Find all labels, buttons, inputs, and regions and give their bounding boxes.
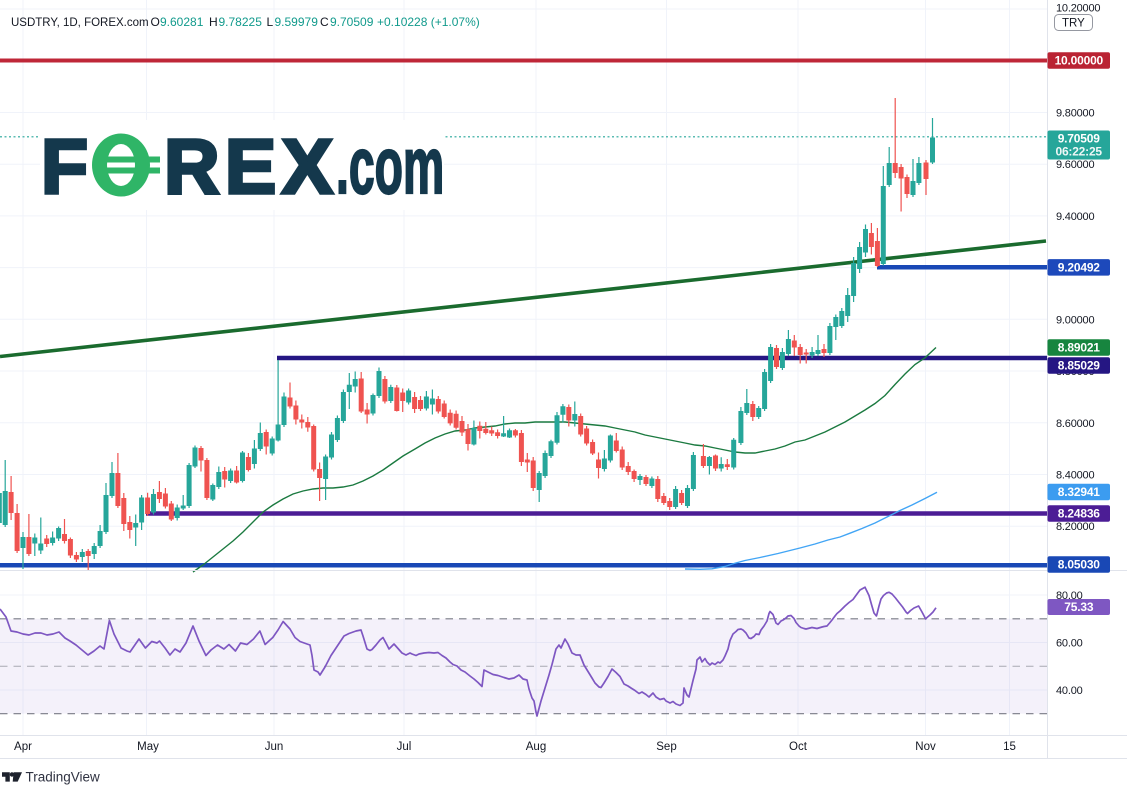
svg-text:Nov: Nov <box>915 741 936 753</box>
svg-text:TradingView: TradingView <box>26 770 101 785</box>
svg-text:8.85029: 8.85029 <box>1058 359 1101 373</box>
svg-text:8.05030: 8.05030 <box>1058 558 1101 572</box>
svg-text:06:22:25: 06:22:25 <box>1055 145 1102 159</box>
svg-text:Jun: Jun <box>265 741 284 753</box>
svg-text:.com: .com <box>336 121 444 210</box>
svg-text:10.00000: 10.00000 <box>1055 54 1104 68</box>
svg-text:C: C <box>320 15 329 29</box>
svg-text:8.32941: 8.32941 <box>1058 485 1101 499</box>
svg-text:H: H <box>209 15 218 29</box>
svg-text:May: May <box>137 741 159 753</box>
svg-text:REX: REX <box>164 124 338 210</box>
svg-text:9.40000: 9.40000 <box>1056 211 1094 223</box>
svg-text:L: L <box>267 15 274 29</box>
svg-text:60.00: 60.00 <box>1056 638 1083 650</box>
svg-text:Apr: Apr <box>14 741 32 753</box>
svg-text:9.78225: 9.78225 <box>219 15 263 29</box>
svg-text:USDTRY, 1D, FOREX.com: USDTRY, 1D, FOREX.com <box>11 17 149 29</box>
svg-text:Sep: Sep <box>656 741 676 753</box>
svg-text:9.59979: 9.59979 <box>275 15 319 29</box>
svg-text:8.89021: 8.89021 <box>1058 341 1101 355</box>
svg-text:9.70509: 9.70509 <box>330 15 374 29</box>
svg-text:8.24836: 8.24836 <box>1058 507 1101 521</box>
svg-text:Aug: Aug <box>526 741 546 753</box>
svg-text:Oct: Oct <box>789 741 808 753</box>
svg-text:40.00: 40.00 <box>1056 685 1083 697</box>
svg-text:8.60000: 8.60000 <box>1056 418 1094 430</box>
svg-text:9.20492: 9.20492 <box>1058 261 1101 275</box>
svg-text:9.80000: 9.80000 <box>1056 108 1094 120</box>
svg-text:15: 15 <box>1003 741 1016 753</box>
svg-text:10.20000: 10.20000 <box>1056 3 1100 15</box>
svg-text:75.33: 75.33 <box>1064 600 1094 614</box>
svg-text:F: F <box>41 124 88 210</box>
svg-text:9.00000: 9.00000 <box>1056 314 1094 326</box>
svg-text:8.20000: 8.20000 <box>1056 521 1094 533</box>
svg-text:9.60000: 9.60000 <box>1056 159 1094 171</box>
svg-text:+0.10228 (+1.07%): +0.10228 (+1.07%) <box>377 15 480 29</box>
svg-text:TRY: TRY <box>1062 18 1085 30</box>
svg-text:9.70509: 9.70509 <box>1058 132 1101 146</box>
svg-text:O: O <box>151 15 160 29</box>
svg-text:9.60281: 9.60281 <box>160 15 204 29</box>
svg-text:Jul: Jul <box>397 741 412 753</box>
svg-text:8.40000: 8.40000 <box>1056 470 1094 482</box>
